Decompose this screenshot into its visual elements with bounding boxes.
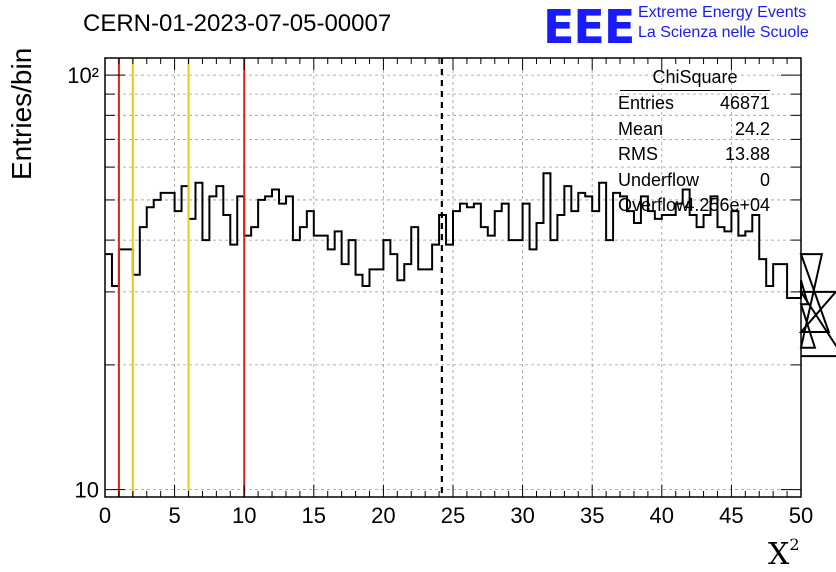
x-axis-label-base: X <box>768 537 790 572</box>
x-tick-label: 10 <box>232 503 256 528</box>
x-axis-label: X2 <box>768 535 800 572</box>
stats-row-underflow: Underflow 0 <box>612 170 778 196</box>
x-tick-label: 15 <box>302 503 326 528</box>
stats-title: ChiSquare <box>620 67 770 91</box>
stats-row-overflow: Overflow 4.256e+04 <box>612 195 778 221</box>
y-tick-label: 10² <box>67 63 99 88</box>
logo-line-2: La Scienza nelle Scuole <box>638 24 809 41</box>
axis-ticks: 0 5 10 15 20 25 30 35 40 45 50 10 10² <box>67 58 813 528</box>
x-tick-label: 30 <box>510 503 534 528</box>
stats-key: Mean <box>618 118 664 139</box>
x-tick-label: 35 <box>580 503 604 528</box>
x-tick-label: 0 <box>99 503 111 528</box>
stats-value: 4.256e+04 <box>684 195 770 215</box>
stats-row-rms: RMS 13.88 <box>612 144 778 170</box>
x-tick-label: 5 <box>168 503 180 528</box>
stats-value: 13.88 <box>724 144 770 164</box>
x-axis-label-exponent: 2 <box>789 535 800 554</box>
stats-key: RMS <box>618 144 658 164</box>
histogram-series <box>105 172 836 358</box>
y-axis-label: Entries/bin <box>6 47 37 180</box>
stats-value: 24.2 <box>734 118 770 139</box>
chart-title: CERN-01-2023-07-05-00007 <box>83 10 392 37</box>
stats-box: ChiSquare Entries 46871 Mean 24.2 RMS 13… <box>612 67 778 221</box>
stats-row-entries: Entries 46871 <box>612 93 778 119</box>
stats-value: 0 <box>759 169 770 190</box>
stats-key: Entries <box>618 93 675 113</box>
eee-logo: EEE <box>543 0 635 54</box>
stats-value: 46871 <box>719 93 770 113</box>
marker-lines <box>117 58 443 497</box>
stats-key: Overflow <box>618 195 690 215</box>
x-tick-label: 45 <box>719 503 743 528</box>
x-tick-label: 20 <box>371 503 395 528</box>
stats-row-mean: Mean 24.2 <box>612 119 778 145</box>
x-tick-label: 25 <box>441 503 465 528</box>
stats-key: Underflow <box>618 169 700 190</box>
logo-line-1: Extreme Energy Events <box>638 4 807 21</box>
x-tick-label: 50 <box>789 503 813 528</box>
x-tick-label: 40 <box>650 503 674 528</box>
y-tick-label: 10 <box>75 478 99 503</box>
histogram-line <box>105 172 836 358</box>
